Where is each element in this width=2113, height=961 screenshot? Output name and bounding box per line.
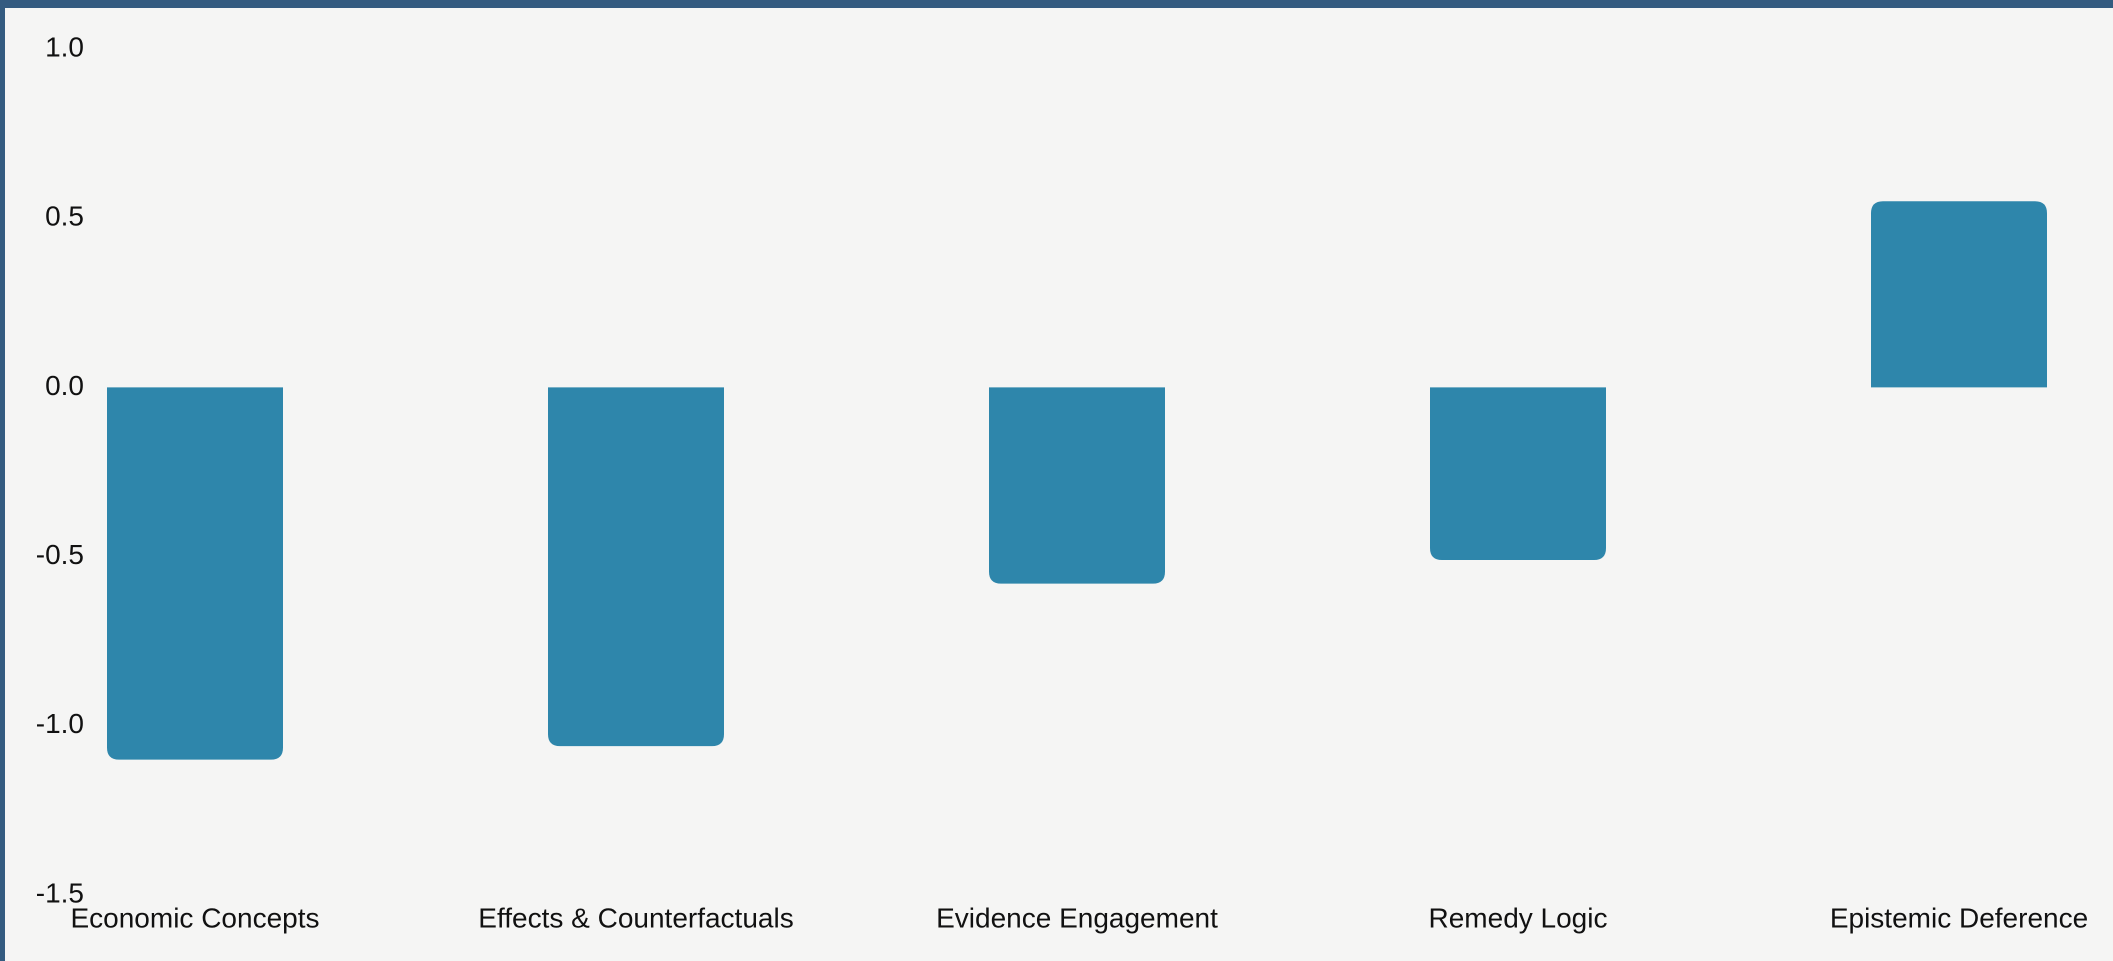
x-tick-label: Evidence Engagement bbox=[936, 902, 1218, 933]
x-tick-label: Remedy Logic bbox=[1429, 902, 1608, 933]
y-tick-label: 0.0 bbox=[45, 370, 84, 401]
bar bbox=[1871, 201, 2047, 388]
bar bbox=[1430, 387, 1606, 560]
x-tick-label: Economic Concepts bbox=[70, 902, 319, 933]
y-tick-label: -0.5 bbox=[36, 539, 84, 570]
y-tick-label: 0.5 bbox=[45, 201, 84, 232]
y-tick-label: -1.0 bbox=[36, 708, 84, 739]
x-tick-label: Effects & Counterfactuals bbox=[478, 902, 793, 933]
bar bbox=[107, 387, 283, 760]
bar bbox=[989, 387, 1165, 584]
bar bbox=[548, 387, 724, 747]
x-tick-label: Epistemic Deference bbox=[1830, 902, 2088, 933]
y-tick-label: -1.5 bbox=[36, 877, 84, 908]
y-tick-label: 1.0 bbox=[45, 31, 84, 62]
